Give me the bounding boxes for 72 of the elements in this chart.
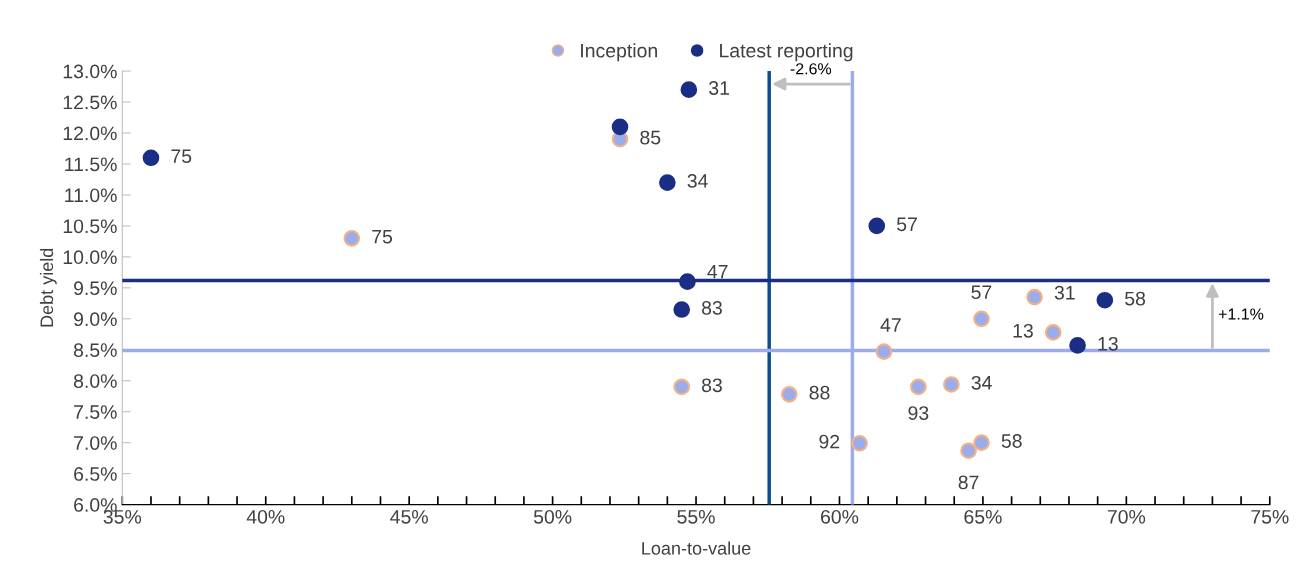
x-tick-label: 50% <box>533 509 572 524</box>
x-tick-label: 55% <box>677 510 715 524</box>
annotation: 31 <box>1054 285 1075 300</box>
y-axis-title: Debt yield <box>39 248 57 327</box>
annotation: +1.1% <box>1218 308 1264 320</box>
y-tick-label: 9.0% <box>74 312 117 327</box>
y-tick-label: 9.5% <box>74 281 117 296</box>
point <box>679 273 696 290</box>
y-tick-label: 10.0% <box>63 250 117 265</box>
x-tick-label: 60% <box>821 509 859 524</box>
point <box>960 442 977 460</box>
annotation: 57 <box>971 285 992 300</box>
point <box>910 378 927 396</box>
point <box>611 118 629 136</box>
y-tick-label: 7.0% <box>74 436 117 450</box>
point <box>680 81 698 98</box>
annotation: 75 <box>372 229 393 244</box>
y-tick-label: 11.0% <box>65 188 117 203</box>
y-tick-label: 8.5% <box>73 343 117 358</box>
annotation: 58 <box>1001 434 1022 448</box>
annotation: 88 <box>809 385 830 400</box>
point <box>142 149 160 167</box>
annotation: 93 <box>908 406 929 420</box>
annotation: 13 <box>1098 336 1118 351</box>
y-tick-label: 6.5% <box>74 467 117 481</box>
annotation: -2.6% <box>790 63 832 75</box>
annotation: 83 <box>701 300 722 315</box>
point <box>659 174 676 191</box>
y-tick-label: 11.5% <box>65 157 117 172</box>
x-axis-title: Loan-to-value <box>642 541 751 555</box>
x-tick-label: 35% <box>103 509 142 524</box>
annotation: 34 <box>971 375 992 390</box>
annotation: 57 <box>896 217 917 232</box>
y-tick-label: 12.5% <box>63 95 117 110</box>
y-tick-label: 8.0% <box>73 374 117 388</box>
legend-label: Inception <box>581 43 657 62</box>
x-tick-label: 70% <box>1107 509 1146 524</box>
annotation: 92 <box>819 434 840 449</box>
x-tick-label: 75% <box>1251 510 1289 524</box>
annotation: 13 <box>1013 323 1033 338</box>
point <box>343 229 361 247</box>
annotation: 47 <box>880 318 901 332</box>
point <box>875 343 893 360</box>
annotation: 34 <box>687 174 708 188</box>
point <box>1069 337 1086 354</box>
y-tick-label: 6.0% <box>74 498 117 512</box>
legend-label: Latest reporting <box>720 43 853 62</box>
point <box>868 217 886 235</box>
x-tick-label: 65% <box>964 509 1002 524</box>
point <box>943 376 960 393</box>
point <box>673 301 691 318</box>
x-tick-label: 45% <box>390 510 428 524</box>
annotation: 83 <box>701 378 722 393</box>
point <box>780 386 798 403</box>
point <box>1044 324 1062 341</box>
annotation: 85 <box>640 130 661 145</box>
y-tick-label: 7.5% <box>74 405 117 419</box>
y-tick-label: 12.0% <box>63 126 117 141</box>
annotation: 75 <box>171 149 192 164</box>
y-tick-label: 13.0% <box>63 64 117 79</box>
point <box>1096 291 1114 309</box>
annotation: 31 <box>709 81 729 95</box>
annotation: 47 <box>707 264 728 279</box>
annotation: 87 <box>958 475 979 490</box>
point <box>973 434 990 451</box>
point <box>1026 288 1043 306</box>
x-tick-label: 40% <box>246 509 285 524</box>
point <box>851 434 868 452</box>
point <box>673 378 691 396</box>
annotation: 58 <box>1125 291 1146 306</box>
y-tick-label: 10.5% <box>63 219 117 234</box>
point <box>973 310 990 328</box>
